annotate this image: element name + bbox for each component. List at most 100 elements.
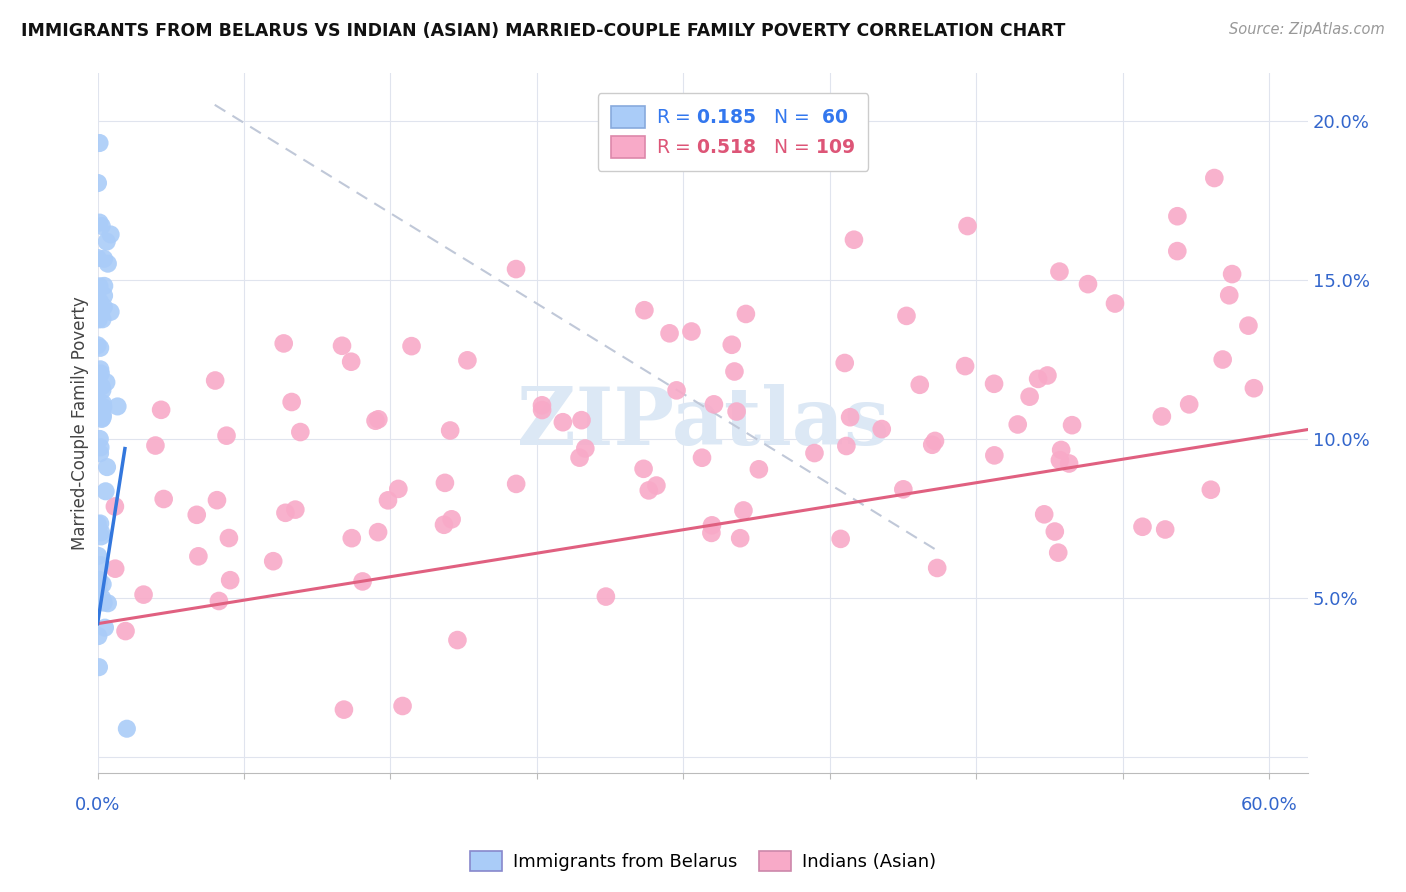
Point <box>956 219 979 233</box>
Point <box>1043 524 1066 539</box>
Point <box>89 516 111 531</box>
Text: 60.0%: 60.0% <box>1240 797 1298 814</box>
Point <box>440 512 463 526</box>
Point <box>87 575 110 590</box>
Point <box>633 462 655 476</box>
Point <box>1057 457 1080 471</box>
Point <box>186 508 208 522</box>
Point <box>401 339 423 353</box>
Point <box>1204 171 1226 186</box>
Point <box>340 355 363 369</box>
Point <box>1036 368 1059 383</box>
Point <box>748 462 770 476</box>
Point <box>86 251 108 265</box>
Point <box>280 395 302 409</box>
Point <box>568 450 591 465</box>
Point <box>100 227 122 242</box>
Point <box>94 621 117 635</box>
Point <box>835 439 858 453</box>
Point <box>953 359 976 373</box>
Point <box>927 561 949 575</box>
Point <box>104 500 127 514</box>
Point <box>1047 546 1070 560</box>
Point <box>924 434 946 448</box>
Point <box>87 573 110 587</box>
Point <box>735 307 758 321</box>
Point <box>725 404 748 418</box>
Point <box>87 660 110 674</box>
Point <box>91 591 114 605</box>
Point <box>364 414 387 428</box>
Point <box>89 558 111 572</box>
Point <box>1212 352 1234 367</box>
Point <box>908 377 931 392</box>
Point <box>91 383 114 397</box>
Point <box>681 325 703 339</box>
Point <box>1049 264 1071 278</box>
Point <box>703 397 725 411</box>
Point <box>90 412 112 426</box>
Point <box>505 262 527 277</box>
Point <box>330 339 353 353</box>
Point <box>89 279 111 293</box>
Point <box>87 582 110 597</box>
Point <box>658 326 681 341</box>
Point <box>90 367 112 381</box>
Point <box>637 483 659 498</box>
Point <box>87 629 110 643</box>
Point <box>93 596 115 610</box>
Text: IMMIGRANTS FROM BELARUS VS INDIAN (ASIAN) MARRIED-COUPLE FAMILY POVERTY CORRELAT: IMMIGRANTS FROM BELARUS VS INDIAN (ASIAN… <box>21 22 1066 40</box>
Point <box>87 283 110 297</box>
Point <box>574 442 596 456</box>
Point <box>665 384 688 398</box>
Point <box>505 476 527 491</box>
Point <box>90 219 112 233</box>
Point <box>87 396 110 410</box>
Point <box>921 438 943 452</box>
Point <box>733 503 755 517</box>
Point <box>830 532 852 546</box>
Point <box>377 493 399 508</box>
Point <box>91 577 114 591</box>
Point <box>86 338 108 352</box>
Point <box>152 491 174 506</box>
Y-axis label: Married-Couple Family Poverty: Married-Couple Family Poverty <box>72 296 89 550</box>
Point <box>1060 418 1083 433</box>
Text: 0.0%: 0.0% <box>75 797 121 814</box>
Point <box>91 409 114 423</box>
Point <box>1026 372 1049 386</box>
Point <box>720 338 742 352</box>
Point <box>1237 318 1260 333</box>
Point <box>1104 296 1126 310</box>
Point <box>333 703 356 717</box>
Point <box>367 525 389 540</box>
Point <box>530 398 553 412</box>
Point <box>891 483 914 497</box>
Point <box>132 588 155 602</box>
Point <box>89 136 111 150</box>
Point <box>90 409 112 423</box>
Text: ZIPatlas: ZIPatlas <box>516 384 889 462</box>
Point <box>94 484 117 499</box>
Point <box>96 460 118 475</box>
Point <box>551 415 574 429</box>
Point <box>633 303 655 318</box>
Point <box>89 446 111 460</box>
Point <box>1150 409 1173 424</box>
Point <box>1166 209 1188 223</box>
Point <box>387 482 409 496</box>
Point <box>90 379 112 393</box>
Point <box>340 531 363 545</box>
Point <box>93 279 115 293</box>
Point <box>104 562 127 576</box>
Point <box>1018 390 1040 404</box>
Point <box>446 633 468 648</box>
Point <box>700 518 723 533</box>
Point <box>93 252 115 266</box>
Point <box>1077 277 1099 292</box>
Point <box>690 450 713 465</box>
Point <box>208 594 231 608</box>
Point <box>91 396 114 410</box>
Point <box>1154 523 1177 537</box>
Legend: Immigrants from Belarus, Indians (Asian): Immigrants from Belarus, Indians (Asian) <box>463 844 943 879</box>
